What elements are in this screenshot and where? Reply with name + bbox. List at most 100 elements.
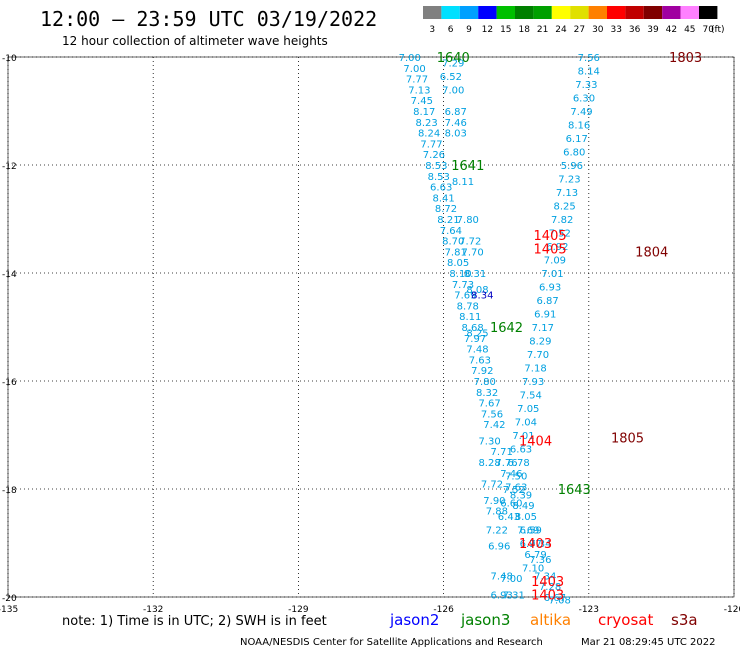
- wave-height-value: 7.77: [406, 75, 428, 86]
- wave-height-value: 6.97: [520, 539, 542, 550]
- colorbar-label: 24: [555, 25, 567, 35]
- wave-height-value: 8.78: [457, 301, 479, 312]
- pass-label: 1405: [534, 243, 567, 258]
- wave-height-value: 6.92: [546, 242, 568, 253]
- x-tick-label: -126: [433, 605, 454, 615]
- wave-height-value: 7.63: [469, 355, 491, 366]
- wave-height-value: 7.04: [515, 418, 537, 429]
- wave-height-value: 7.09: [544, 256, 566, 267]
- colorbar-label: 6: [448, 25, 454, 35]
- wave-height-value: 8.17: [413, 107, 435, 118]
- x-tick-label: -120: [724, 605, 740, 615]
- wave-height-value: 8.70: [442, 237, 464, 248]
- colorbar-swatch: [478, 6, 497, 19]
- legend-item-cryosat: cryosat: [598, 611, 653, 629]
- wave-height-value: 7.13: [556, 188, 578, 199]
- wave-height-value: 7.71: [491, 447, 513, 458]
- colorbar: 3 6 9 12 15 18 21 24 27 30 33 36 39 42 45 70: [423, 6, 718, 35]
- wave-height-value: 7.13: [408, 85, 430, 96]
- colorbar-label: 15: [500, 25, 511, 35]
- wave-height-value: 7.46: [500, 469, 522, 480]
- wave-height-value: 7.10: [522, 563, 544, 574]
- colorbar-swatch: [662, 6, 681, 19]
- y-tick-label: -14: [2, 270, 17, 280]
- wave-height-value: 6.93: [539, 283, 561, 294]
- colorbar-label: 27: [574, 25, 585, 35]
- wave-height-value: 6.67: [544, 593, 566, 604]
- colorbar-label: 18: [518, 25, 530, 35]
- wave-height-value: 7.50: [505, 472, 527, 483]
- chart-subtitle: 12 hour collection of altimeter wave hei…: [62, 34, 328, 48]
- wave-height-value: 8.21: [437, 215, 459, 226]
- wave-height-value: 7.00: [399, 53, 421, 64]
- pass-label: 1641: [451, 159, 484, 174]
- colorbar-swatch: [459, 6, 479, 19]
- colorbar-label: 45: [684, 25, 695, 35]
- wave-height-value: 6.80: [563, 148, 585, 159]
- wave-height-value: 8.08: [466, 285, 488, 296]
- pass-label: 1404: [519, 434, 552, 449]
- wave-height-value: 6.60: [500, 499, 522, 510]
- wave-height-value: 7.30: [478, 436, 500, 447]
- wave-height-value: 7.00: [442, 85, 464, 96]
- wave-height-value: 8.53: [428, 172, 450, 183]
- wave-height-value: 7.76: [495, 458, 517, 469]
- footer-note: note: 1) Time is in UTC; 2) SWH is in fe…: [62, 614, 327, 629]
- footer-credit: NOAA/NESDIS Center for Satellite Applica…: [240, 637, 543, 648]
- wave-height-value: 7.54: [520, 391, 542, 402]
- pass-label: 1403: [519, 537, 552, 552]
- wave-height-value: 8.72: [435, 204, 457, 215]
- pass-label: 1403: [531, 588, 564, 603]
- pass-label: 1805: [611, 432, 644, 447]
- colorbar-swatch: [699, 6, 718, 19]
- wave-height-value: 6.78: [507, 458, 529, 469]
- wave-height-value: 7.33: [575, 80, 597, 91]
- satellite-legend: jason2 jason3 altika cryosat s3a: [389, 611, 698, 629]
- wave-height-value: 6.87: [445, 107, 467, 118]
- colorbar-swatch: [515, 6, 534, 19]
- colorbar-label: 36: [629, 25, 641, 35]
- wave-height-value: 8.11: [452, 177, 474, 188]
- wave-height-value: 7.70: [462, 247, 484, 258]
- wave-height-value: 7.56: [578, 53, 600, 64]
- wave-height-value: 7.90: [483, 496, 505, 507]
- x-tick-label: -135: [0, 605, 18, 615]
- wave-height-value: 7.80: [457, 215, 479, 226]
- colorbar-swatch: [496, 6, 515, 19]
- wave-height-value: 7.26: [423, 150, 445, 161]
- chart-title: 12:00 – 23:59 UTC 03/19/2022: [40, 7, 377, 31]
- wave-height-value: 7.80: [474, 377, 496, 388]
- wave-height-value: 8.25: [553, 202, 575, 213]
- wave-height-value: 7.48: [491, 571, 513, 582]
- wave-height-value: 7.42: [483, 420, 505, 431]
- pass-label: 1403: [531, 575, 564, 590]
- wave-height-value: 5.96: [561, 161, 583, 172]
- colorbar-label: 70: [702, 25, 714, 35]
- wave-height-value: 7.77: [420, 139, 442, 150]
- wave-height-values: 7.007.007.777.137.458.178.238.247.777.26…: [399, 53, 600, 607]
- legend-item-altika: altika: [530, 611, 571, 629]
- wave-height-value: 8.28: [478, 458, 500, 469]
- wave-height-value: 7.00: [403, 64, 425, 75]
- wave-height-value: 7.48: [466, 345, 488, 356]
- y-tick-label: -20: [2, 594, 17, 604]
- wave-height-value: 7.28: [539, 582, 561, 593]
- wave-height-value: 7.34: [534, 571, 556, 582]
- wave-height-value: 7.52: [549, 229, 571, 240]
- wave-height-value: 6.91: [534, 310, 556, 321]
- wave-height-value: 7.34: [529, 539, 551, 550]
- wave-height-value: 7.46: [445, 118, 467, 129]
- grid-lines: [7, 56, 735, 598]
- wave-height-value: 7.56: [481, 409, 503, 420]
- colorbar-swatch: [680, 6, 699, 19]
- wave-height-value: 8.03: [445, 129, 467, 140]
- colorbar-unit: (ft): [711, 25, 725, 35]
- pass-label: 1405: [534, 229, 567, 244]
- wave-height-value: 7.52: [503, 485, 525, 496]
- wave-height-value: 6.52: [440, 72, 462, 83]
- pass-label: 1640: [437, 51, 470, 66]
- pass-label: 1643: [558, 483, 591, 498]
- wave-height-value: 8.05: [515, 512, 537, 523]
- colorbar-swatch: [643, 6, 663, 19]
- highlighted-value: 8.34: [471, 291, 493, 302]
